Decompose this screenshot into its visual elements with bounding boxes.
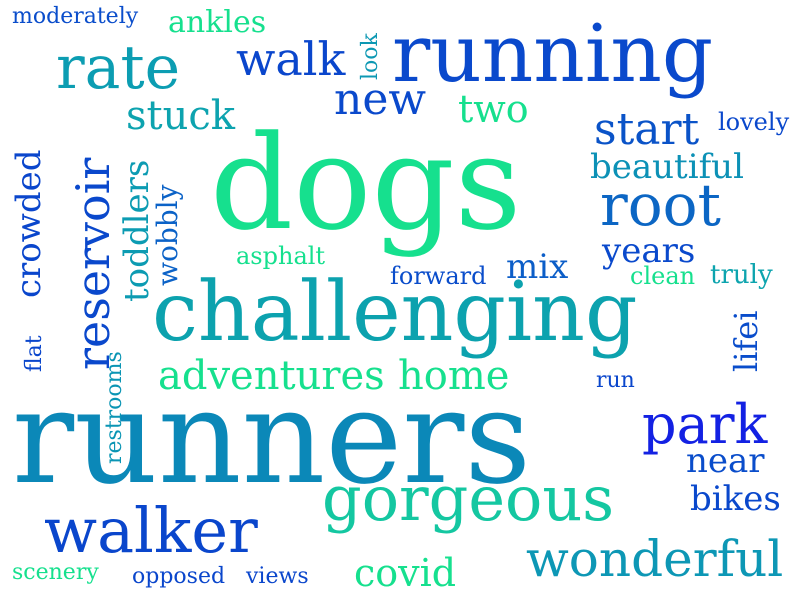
word-near: near	[686, 441, 765, 481]
word-views: views	[246, 564, 309, 589]
word-opposed: opposed	[132, 564, 226, 589]
word-beautiful: beautiful	[590, 147, 744, 187]
word-wobbly: wobbly	[151, 184, 184, 286]
word-new: new	[334, 74, 427, 125]
word-run: run	[596, 368, 635, 393]
word-scenery: scenery	[12, 560, 99, 585]
word-clean: clean	[630, 262, 696, 290]
word-toddlers: toddlers	[117, 159, 157, 302]
word-crowded: crowded	[9, 149, 49, 298]
word-park: park	[642, 393, 768, 456]
word-two: two	[458, 87, 529, 131]
word-bikes: bikes	[690, 479, 781, 519]
word-years: years	[602, 231, 696, 271]
word-adventures: adventures	[158, 353, 385, 399]
word-look: look	[358, 33, 383, 80]
word-stuck: stuck	[126, 93, 236, 139]
word-dogs: dogs	[210, 107, 522, 259]
word-lifei: lifei	[727, 310, 765, 372]
word-asphalt: asphalt	[236, 242, 326, 270]
word-runners: runners	[12, 361, 532, 513]
word-rate: rate	[56, 33, 181, 103]
word-flat: flat	[22, 335, 47, 372]
word-moderately: moderately	[12, 4, 139, 29]
word-mix: mix	[506, 247, 569, 287]
word-walker: walker	[44, 494, 258, 567]
word-walk: walk	[236, 32, 346, 86]
word-root: root	[600, 171, 721, 239]
word-ankles: ankles	[168, 5, 267, 40]
word-running: running	[392, 7, 714, 100]
word-home: home	[398, 353, 510, 399]
word-gorgeous: gorgeous	[322, 462, 615, 535]
word-wonderful: wonderful	[526, 530, 784, 588]
word-start: start	[594, 104, 700, 155]
word-covid: covid	[354, 551, 457, 595]
word-lovely: lovely	[718, 108, 790, 136]
word-truly: truly	[710, 260, 773, 290]
word-restrooms: restrooms	[102, 351, 127, 464]
word-forward: forward	[390, 262, 487, 290]
word-challenging: challenging	[152, 265, 638, 360]
word-reservoir: reservoir	[66, 157, 120, 370]
